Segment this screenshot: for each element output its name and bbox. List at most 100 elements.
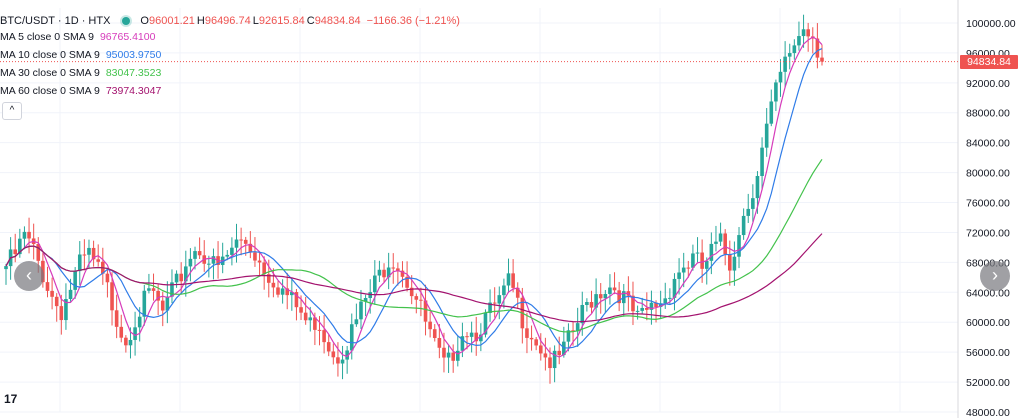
y-tick-label: 92000.00 xyxy=(966,78,1010,90)
tradingview-logo-icon: 17 xyxy=(4,392,18,406)
candle-body xyxy=(497,295,502,304)
candle-body xyxy=(778,71,783,83)
candle-body xyxy=(147,288,151,291)
candle-body xyxy=(783,56,787,72)
candle-body xyxy=(128,339,133,346)
candle-body xyxy=(631,295,635,312)
indicator-label: MA 60 close 0 SMA 9 xyxy=(0,85,100,97)
indicator-ma10[interactable]: MA 10 close 0 SMA 9 95003.9750 xyxy=(0,47,161,63)
candle-body xyxy=(257,260,262,263)
ma-line-ma30 xyxy=(5,158,823,333)
y-tick-label: 80000.00 xyxy=(966,168,1010,180)
candle-body xyxy=(73,271,77,290)
candle-body xyxy=(691,253,695,268)
high-key: H xyxy=(196,15,205,27)
candle-body xyxy=(340,359,345,364)
indicator-ma5[interactable]: MA 5 close 0 SMA 9 96765.4100 xyxy=(0,29,155,45)
candle-body xyxy=(193,251,197,259)
candle-body xyxy=(760,147,764,176)
candle-body xyxy=(751,198,755,209)
candle-body xyxy=(151,288,156,291)
open-key: O xyxy=(140,15,149,27)
candle-body xyxy=(718,233,723,242)
candle-body xyxy=(598,294,603,299)
candle-body xyxy=(451,352,455,361)
candle-body xyxy=(617,290,621,304)
close-key: C xyxy=(306,15,315,27)
candle-body xyxy=(502,285,506,296)
candle-body xyxy=(225,254,230,257)
candle-body xyxy=(363,298,368,302)
candle-body xyxy=(82,254,87,256)
ma-line-ma60 xyxy=(5,233,823,323)
candle-body xyxy=(299,307,303,313)
candle-body xyxy=(414,296,419,300)
collapse-legend-button[interactable]: ^ xyxy=(2,102,22,120)
candle-body xyxy=(769,101,774,124)
ma-line-ma10 xyxy=(5,48,823,349)
candle-body xyxy=(50,290,54,297)
candle-body xyxy=(27,231,31,239)
candle-body xyxy=(197,251,202,256)
candle-body xyxy=(465,336,469,338)
candle-body xyxy=(386,267,391,278)
candle-body xyxy=(68,289,73,300)
candle-body xyxy=(608,287,612,294)
indicator-ma30[interactable]: MA 30 close 0 SMA 9 83047.3523 xyxy=(0,65,161,81)
candle-body xyxy=(732,256,737,271)
candle-body xyxy=(64,299,68,321)
candle-body xyxy=(792,45,797,54)
y-tick-label: 56000.00 xyxy=(966,347,1010,359)
candle-body xyxy=(442,347,446,358)
candle-body xyxy=(640,307,645,311)
indicator-ma60[interactable]: MA 60 close 0 SMA 9 73974.3047 xyxy=(0,83,161,99)
candle-body xyxy=(635,310,640,312)
candle-body xyxy=(308,317,313,321)
candle-body xyxy=(469,332,474,337)
candle-body xyxy=(409,287,414,297)
candle-body xyxy=(704,260,709,269)
candle-body xyxy=(36,244,41,261)
ma-line-ma5 xyxy=(5,36,823,358)
candle-body xyxy=(317,329,322,331)
high-value: 96496.74 xyxy=(204,15,251,27)
candle-body xyxy=(137,316,142,328)
candle-body xyxy=(179,273,183,282)
candle-body xyxy=(276,287,280,295)
scroll-left-button[interactable]: ‹ xyxy=(14,261,44,291)
candle-body xyxy=(455,350,460,361)
candle-body xyxy=(820,57,824,62)
candle-body xyxy=(774,82,778,102)
candle-body xyxy=(658,303,663,307)
candle-body xyxy=(479,334,483,342)
candle-body xyxy=(280,288,285,295)
candle-body xyxy=(391,267,396,269)
candle-body xyxy=(654,302,658,307)
candle-body xyxy=(538,345,543,354)
symbol-label[interactable]: BTC/USDT · 1D · HTX xyxy=(0,15,111,27)
candle-body xyxy=(594,294,598,308)
y-tick-label: 100000.00 xyxy=(966,18,1016,30)
candle-body xyxy=(382,269,386,278)
y-tick-label: 48000.00 xyxy=(966,407,1010,418)
candle-body xyxy=(589,302,594,308)
candle-body xyxy=(354,319,359,325)
indicator-value: 83047.3523 xyxy=(105,67,162,79)
indicator-value: 95003.9750 xyxy=(105,49,162,61)
candle-body xyxy=(709,243,714,261)
candle-body xyxy=(446,352,451,358)
candle-body xyxy=(54,296,59,307)
open-value: 96001.21 xyxy=(148,15,195,27)
candle-body xyxy=(525,328,529,338)
candle-body xyxy=(612,287,617,291)
candle-body xyxy=(4,266,8,270)
candle-body xyxy=(59,306,64,321)
candle-body xyxy=(681,267,686,273)
live-status-dot-icon xyxy=(122,17,131,25)
candle-body xyxy=(110,282,114,311)
candle-body xyxy=(405,276,409,288)
candle-body xyxy=(183,266,188,282)
scroll-right-button[interactable]: › xyxy=(980,261,1010,291)
candle-body xyxy=(165,296,170,311)
